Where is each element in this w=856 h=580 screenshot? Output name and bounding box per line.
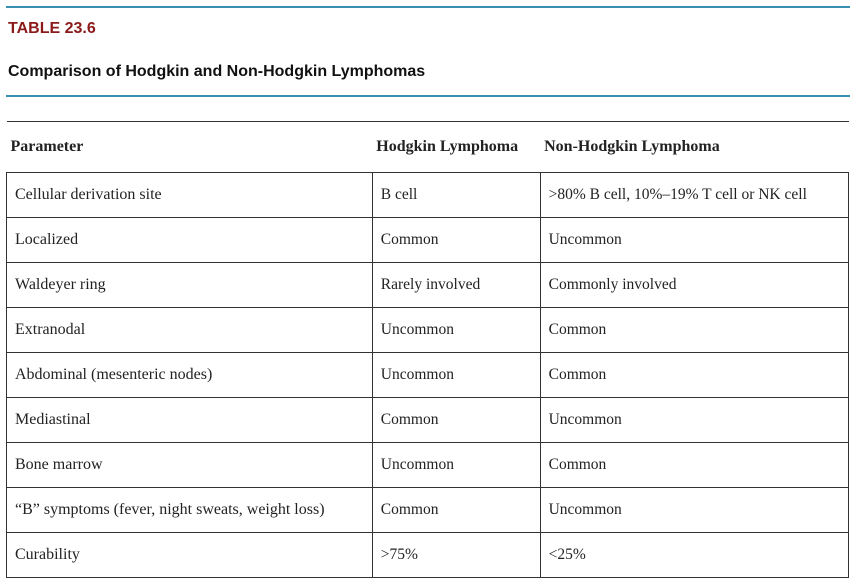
table-cell: Uncommon [371, 352, 541, 398]
table-label: TABLE 23.6 [8, 20, 96, 37]
table-cell: Uncommon [539, 487, 850, 533]
table-cell: Common [539, 442, 850, 488]
table-cell: Common [371, 217, 541, 263]
table-cell: Localized [6, 217, 373, 263]
column-header: Hodgkin Lymphoma [372, 121, 541, 173]
column-header: Non-Hodgkin Lymphoma [540, 121, 849, 173]
header-row: Parameter Hodgkin Lymphoma Non-Hodgkin Lym… [6, 121, 849, 173]
table-title: Comparison of Hodgkin and Non-Hodgkin Ly… [8, 63, 426, 80]
table-row: Curability >75% <25% [6, 532, 850, 578]
top-rule [6, 6, 850, 8]
table-cell: >80% B cell, 10%–19% T cell or NK cell [539, 172, 850, 218]
table-cell: Extranodal [6, 307, 373, 353]
table-cell: >75% [371, 532, 541, 578]
table-row: Cellular derivation site B cell >80% B cel… [6, 172, 850, 218]
table-cell: <25% [539, 532, 850, 578]
table-cell: Curability [6, 532, 373, 578]
table-cell: Uncommon [539, 397, 850, 443]
table-cell: Uncommon [371, 307, 541, 353]
table-cell: Common [539, 307, 850, 353]
table-row: Localized Common Uncommon [6, 217, 850, 263]
table-cell: Common [371, 487, 541, 533]
table-row: Mediastinal Common Uncommon [6, 397, 850, 443]
table-cell: Cellular derivation site [6, 172, 373, 218]
table-cell: Common [539, 352, 850, 398]
table-row: “B” symptoms (fever, night sweats, weigh… [6, 487, 850, 533]
table-cell: Common [371, 397, 541, 443]
table-cell: Mediastinal [6, 397, 373, 443]
table-cell: Uncommon [539, 217, 850, 263]
table-cell: Uncommon [371, 442, 541, 488]
table-cell: Waldeyer ring [6, 262, 373, 308]
title-rule [6, 95, 850, 97]
table-row: Waldeyer ring Rarely involved Commonly inv… [6, 262, 850, 308]
table-cell: Commonly involved [539, 262, 850, 308]
comparison-table: Parameter Hodgkin Lymphoma Non-Hodgkin Lym… [6, 121, 850, 578]
table-cell: Rarely involved [371, 262, 541, 308]
table-row: Extranodal Uncommon Common [6, 307, 850, 353]
table-row: Abdominal (mesenteric nodes) Uncommon Comm… [6, 352, 850, 398]
table-cell: “B” symptoms (fever, night sweats, weigh… [6, 487, 373, 533]
column-header: Parameter [6, 121, 373, 173]
table-row: Bone marrow Uncommon Common [6, 442, 850, 488]
table-body: Cellular derivation site B cell >80% B cel… [6, 172, 850, 578]
table-cell: Bone marrow [6, 442, 373, 488]
table-cell: B cell [371, 172, 541, 218]
table-cell: Abdominal (mesenteric nodes) [6, 352, 373, 398]
